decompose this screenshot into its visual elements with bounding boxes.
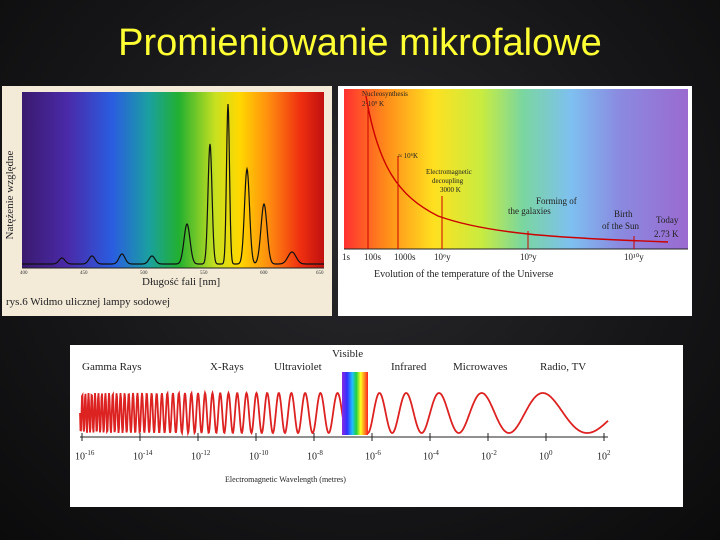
label-visible: Visible: [332, 348, 364, 360]
x-tick: 650: [316, 271, 324, 276]
wavelength-tick: 10-2: [481, 449, 497, 463]
label-birth2: of the Sun: [602, 221, 639, 231]
x-tick: 500: [140, 271, 148, 276]
time-tick: 1000s: [394, 252, 416, 262]
x-tick: 600: [260, 271, 268, 276]
time-tick: 10⁶y: [434, 252, 451, 262]
wavelength-tick: 10-12: [191, 449, 211, 463]
label-birth1: Birth: [614, 209, 633, 219]
x-tick: 450: [80, 271, 88, 276]
label-nucleo-temp: 2·10⁹ K: [362, 100, 385, 108]
slide-title: Promieniowanie mikrofalowe: [118, 22, 602, 64]
time-tick: 10¹⁰y: [624, 252, 644, 262]
sodium-spectrum-panel: Natężenie względne Długość fali [nm] rys…: [2, 86, 332, 316]
wavelength-tick: 10-10: [249, 449, 269, 463]
time-tick: 1s: [342, 252, 351, 262]
label-forming1: Forming of: [536, 196, 577, 206]
sodium-spectrum-figure: [22, 92, 324, 269]
band-infrared: Infrared: [391, 361, 427, 373]
x-axis-label: Długość fali [nm]: [142, 276, 221, 288]
band-ultraviolet: Ultraviolet: [274, 361, 322, 373]
figure-caption: Evolution of the temperature of the Univ…: [374, 269, 554, 280]
wavelength-axis-label: Electromagnetic Wavelength (metres): [225, 475, 346, 484]
wavelength-tick: 10-16: [75, 449, 95, 463]
label-forming2: the galaxies: [508, 206, 551, 216]
band-radio-tv: Radio, TV: [540, 361, 587, 373]
label-em-temp: 3000 K: [440, 186, 461, 194]
sodium-emission-curve: [22, 103, 324, 265]
band-gamma-rays: Gamma Rays: [82, 361, 142, 373]
wavelength-tick: 100: [539, 449, 553, 463]
wavelength-tick: 102: [597, 449, 611, 463]
x-tick: 400: [20, 271, 28, 276]
figure-caption: rys.6 Widmo ulicznej lampy sodowej: [6, 296, 171, 308]
temperature-curve: [365, 95, 669, 243]
spectrum-gradient: [22, 92, 324, 268]
wavelength-tick: 10-8: [307, 449, 323, 463]
label-em-line1: Electromagnetic: [426, 168, 472, 176]
wavelength-tick: 10-4: [423, 449, 439, 463]
universe-temperature-figure: [344, 89, 688, 250]
universe-gradient: [344, 89, 688, 249]
band-microwaves: Microwaves: [453, 361, 508, 373]
label-nucleosynthesis: Nucleosynthesis: [362, 90, 408, 98]
wavelength-tick: 10-14: [133, 449, 153, 463]
wavelength-tick: 10-6: [365, 449, 381, 463]
visible-band: [342, 372, 368, 435]
label-t6: ≈ 10⁶K: [398, 152, 419, 160]
label-today2: 2.73 K: [654, 229, 679, 239]
label-em-line2: decoupling: [432, 177, 464, 185]
band-x-rays: X-Rays: [210, 361, 244, 373]
em-spectrum-figure: [79, 372, 609, 441]
time-tick: 100s: [364, 252, 382, 262]
em-spectrum-panel: Visible Gamma Rays X-Rays Ultraviolet In…: [70, 345, 683, 507]
y-axis-label: Natężenie względne: [4, 150, 16, 240]
universe-temperature-panel: Nucleosynthesis 2·10⁹ K ≈ 10⁶K Electroma…: [338, 86, 692, 316]
time-tick: 10⁹y: [520, 252, 537, 262]
x-tick: 550: [200, 271, 208, 276]
label-today1: Today: [656, 215, 679, 225]
